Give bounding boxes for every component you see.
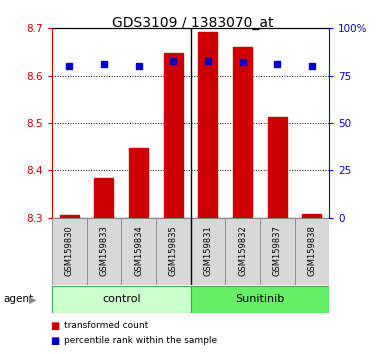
Bar — [60, 215, 79, 218]
Bar — [52, 218, 87, 285]
Text: GSM159832: GSM159832 — [238, 225, 247, 276]
Text: GSM159830: GSM159830 — [65, 225, 74, 276]
Text: GSM159831: GSM159831 — [203, 225, 213, 276]
Text: agent: agent — [4, 295, 34, 304]
Text: transformed count: transformed count — [64, 321, 148, 330]
Bar — [295, 218, 329, 285]
Text: control: control — [102, 295, 141, 304]
Bar — [233, 47, 252, 218]
Text: GSM159833: GSM159833 — [99, 225, 109, 276]
Bar — [302, 214, 321, 218]
Bar — [164, 53, 183, 218]
Text: GDS3109 / 1383070_at: GDS3109 / 1383070_at — [112, 16, 273, 30]
Text: GSM159838: GSM159838 — [307, 225, 316, 276]
Text: ■: ■ — [50, 321, 59, 331]
Text: GSM159835: GSM159835 — [169, 225, 178, 276]
Bar — [268, 117, 287, 218]
Bar — [198, 32, 218, 218]
Bar — [52, 286, 191, 313]
Bar — [191, 218, 225, 285]
Bar — [94, 178, 114, 218]
Bar — [260, 218, 295, 285]
Bar — [191, 286, 329, 313]
Bar — [225, 218, 260, 285]
Text: percentile rank within the sample: percentile rank within the sample — [64, 336, 217, 345]
Bar — [121, 218, 156, 285]
Text: Sunitinib: Sunitinib — [235, 295, 285, 304]
Bar — [156, 218, 191, 285]
Text: GSM159834: GSM159834 — [134, 225, 143, 276]
Text: GSM159837: GSM159837 — [273, 225, 282, 276]
Text: ▶: ▶ — [29, 295, 37, 304]
Bar — [129, 148, 148, 218]
Text: ■: ■ — [50, 336, 59, 346]
Bar — [87, 218, 121, 285]
